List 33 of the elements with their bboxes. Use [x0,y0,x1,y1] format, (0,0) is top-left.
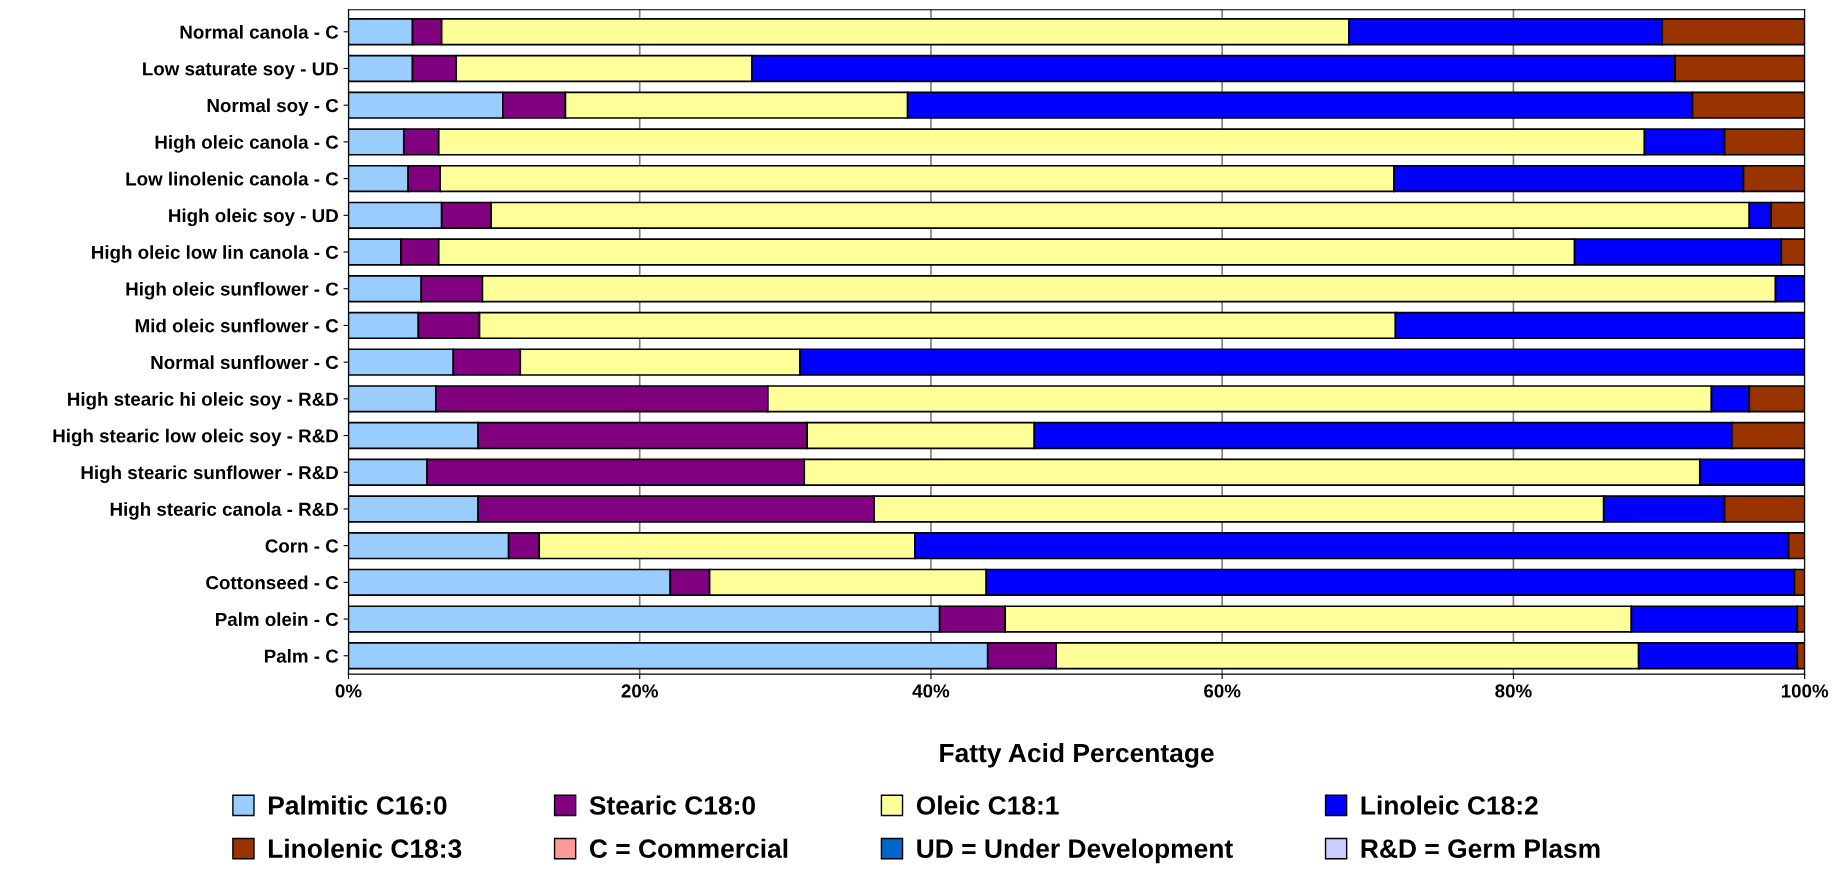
y-tick-label: High oleic sunflower - C [126,281,339,300]
y-tick-label: Corn - C [265,539,339,553]
legend-label: R&D = Germ Plasm [1361,838,1600,859]
y-tick-label: Palm olein - C [216,612,339,627]
x-tick-label: 40% [912,684,950,698]
x-tick-label: 0% [335,684,362,698]
legend-label: Linolenic C18:3 [268,838,462,859]
legend-label: UD = Under Development [917,838,1233,864]
y-tick-label: High stearic hi oleic soy - R&D [68,392,338,410]
y-tick-label: Palm - C [264,648,339,663]
y-tick-label: High oleic soy - UD [169,208,338,227]
y-tick-label: High stearic low oleic soy - R&D [53,428,338,447]
x-tick-label: 80% [1495,684,1532,698]
legend-label: C = Commercial [589,838,788,859]
y-tick-label: High stearic sunflower - R&D [81,465,338,484]
y-tick-label: Low saturate soy - UD [143,62,338,80]
y-tick-label: High stearic canola - R&D [110,502,338,520]
legend-label: Palmitic C16:0 [268,795,447,815]
y-tick-label: Cottonseed - C [206,575,339,590]
legend-label: Linoleic C18:2 [1361,795,1538,815]
y-tick-label: Normal soy - C [207,98,339,116]
x-axis-title: Fatty Acid Percentage [940,742,1214,768]
x-tick-label: 60% [1204,684,1241,698]
legend-label: Oleic C18:1 [916,795,1059,815]
y-tick-label: Mid oleic sunflower - C [135,318,339,333]
y-tick-label: High oleic low lin canola - C [92,245,339,263]
x-tick-label: 100% [1781,684,1829,698]
y-tick-label: Normal canola - C [180,24,339,39]
legend-label: Stearic C18:0 [589,795,756,815]
y-tick-label: Normal sunflower - C [151,355,339,370]
x-tick-label: 20% [621,684,658,698]
y-tick-label: Low linolenic canola - C [126,171,339,186]
y-tick-label: High oleic canola - C [155,135,339,153]
